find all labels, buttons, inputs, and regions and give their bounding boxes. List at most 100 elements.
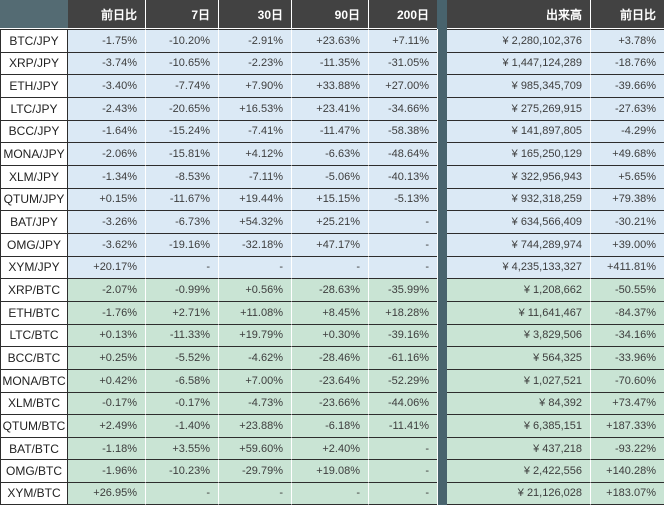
change-200d-cell: -58.38% — [368, 119, 437, 143]
column-header-90d: 90日 — [291, 0, 368, 29]
volume-cell: ¥ 11,641,467 — [447, 300, 590, 324]
change-1d-cell: -1.76% — [68, 300, 145, 324]
change-30d-cell: +16.53% — [218, 96, 291, 120]
table-row: QTUM/JPY +0.15% -11.67% +19.44% +15.15% … — [0, 187, 664, 211]
change-90d-cell: - — [291, 482, 368, 505]
column-header-change-1d: 前日比 — [68, 0, 145, 29]
change-200d-cell: -11.41% — [368, 414, 437, 437]
section-divider — [437, 459, 447, 483]
section-divider — [437, 255, 447, 279]
volume-change-1d-cell: +187.33% — [590, 414, 664, 437]
volume-cell: ¥ 3,829,506 — [447, 323, 590, 347]
change-200d-cell: -31.05% — [368, 51, 437, 75]
change-7d-cell: -10.20% — [145, 29, 218, 52]
volume-change-1d-cell: +49.68% — [590, 142, 664, 165]
pair-label: BTC/JPY — [0, 29, 68, 52]
change-7d-cell: -0.99% — [145, 278, 218, 301]
change-30d-cell: - — [218, 255, 291, 279]
section-divider — [437, 187, 447, 211]
change-30d-cell: +54.32% — [218, 210, 291, 233]
change-90d-cell: +0.30% — [291, 323, 368, 347]
volume-cell: ¥ 322,956,943 — [447, 164, 590, 188]
change-90d-cell: -28.63% — [291, 278, 368, 301]
pair-label: BAT/BTC — [0, 436, 68, 460]
table-row: QTUM/BTC +2.49% -1.40% +23.88% -6.18% -1… — [0, 414, 664, 437]
change-200d-cell: -61.16% — [368, 346, 437, 369]
volume-cell: ¥ 2,280,102,376 — [447, 29, 590, 52]
pair-label: OMG/BTC — [0, 459, 68, 483]
table-row: BTC/JPY -1.75% -10.20% -2.91% +23.63% +7… — [0, 29, 664, 52]
change-90d-cell: -6.18% — [291, 414, 368, 437]
change-30d-cell: +7.00% — [218, 368, 291, 392]
volume-change-1d-cell: -18.76% — [590, 51, 664, 75]
pair-label: XYM/BTC — [0, 482, 68, 505]
change-90d-cell: -11.35% — [291, 51, 368, 75]
section-divider — [437, 368, 447, 392]
column-header-7d: 7日 — [145, 0, 218, 29]
volume-cell: ¥ 1,027,521 — [447, 368, 590, 392]
table-row: BAT/JPY -3.26% -6.73% +54.32% +25.21% - … — [0, 210, 664, 233]
change-200d-cell: -34.66% — [368, 96, 437, 120]
change-30d-cell: +4.12% — [218, 142, 291, 165]
change-200d-cell: +7.11% — [368, 29, 437, 52]
volume-cell: ¥ 4,235,133,327 — [447, 255, 590, 279]
change-7d-cell: -11.67% — [145, 187, 218, 211]
pair-label: QTUM/JPY — [0, 187, 68, 211]
volume-cell: ¥ 437,218 — [447, 436, 590, 460]
change-30d-cell: -7.11% — [218, 164, 291, 188]
change-200d-cell: -52.29% — [368, 368, 437, 392]
volume-change-1d-cell: -27.63% — [590, 96, 664, 120]
volume-cell: ¥ 985,345,709 — [447, 74, 590, 97]
volume-cell: ¥ 6,385,151 — [447, 414, 590, 437]
change-200d-cell: -40.13% — [368, 164, 437, 188]
change-7d-cell: -10.65% — [145, 51, 218, 75]
change-90d-cell: - — [291, 255, 368, 279]
volume-cell: ¥ 564,325 — [447, 346, 590, 369]
change-30d-cell: -4.62% — [218, 346, 291, 369]
change-200d-cell: -48.64% — [368, 142, 437, 165]
change-1d-cell: -3.74% — [68, 51, 145, 75]
change-90d-cell: -28.46% — [291, 346, 368, 369]
header-row: 前日比 7日 30日 90日 200日 出来高 前日比 — [0, 0, 664, 29]
change-90d-cell: -5.06% — [291, 164, 368, 188]
section-divider — [437, 164, 447, 188]
volume-change-1d-cell: +5.65% — [590, 164, 664, 188]
change-90d-cell: +8.45% — [291, 300, 368, 324]
table-row: XYM/JPY +20.17% - - - - ¥ 4,235,133,327 … — [0, 255, 664, 279]
section-divider — [437, 278, 447, 301]
change-7d-cell: -20.65% — [145, 96, 218, 120]
volume-cell: ¥ 141,897,805 — [447, 119, 590, 143]
change-1d-cell: -2.06% — [68, 142, 145, 165]
pair-label: MONA/BTC — [0, 368, 68, 392]
section-divider — [437, 210, 447, 233]
pair-label: LTC/JPY — [0, 96, 68, 120]
table-row: MONA/JPY -2.06% -15.81% +4.12% -6.63% -4… — [0, 142, 664, 165]
table-row: OMG/BTC -1.96% -10.23% -29.79% +19.08% -… — [0, 459, 664, 483]
column-header-volume: 出来高 — [447, 0, 590, 29]
change-1d-cell: -1.18% — [68, 436, 145, 460]
change-1d-cell: -2.43% — [68, 96, 145, 120]
change-7d-cell: -15.24% — [145, 119, 218, 143]
table-row: LTC/BTC +0.13% -11.33% +19.79% +0.30% -3… — [0, 323, 664, 347]
change-1d-cell: -3.40% — [68, 74, 145, 97]
pair-label: OMG/JPY — [0, 232, 68, 256]
change-30d-cell: +19.44% — [218, 187, 291, 211]
change-30d-cell: -32.18% — [218, 232, 291, 256]
change-90d-cell: +33.88% — [291, 74, 368, 97]
change-7d-cell: -5.52% — [145, 346, 218, 369]
change-1d-cell: -1.96% — [68, 459, 145, 483]
section-divider — [437, 74, 447, 97]
column-header-30d: 30日 — [218, 0, 291, 29]
change-200d-cell: +18.28% — [368, 300, 437, 324]
pair-label: XLM/JPY — [0, 164, 68, 188]
volume-change-1d-cell: -84.37% — [590, 300, 664, 324]
volume-cell: ¥ 2,422,556 — [447, 459, 590, 483]
change-7d-cell: -11.33% — [145, 323, 218, 347]
section-divider — [437, 482, 447, 505]
change-30d-cell: -4.73% — [218, 391, 291, 415]
volume-change-1d-cell: +39.00% — [590, 232, 664, 256]
change-1d-cell: -3.26% — [68, 210, 145, 233]
change-200d-cell: +27.00% — [368, 74, 437, 97]
section-divider — [437, 119, 447, 143]
volume-cell: ¥ 21,126,028 — [447, 482, 590, 505]
